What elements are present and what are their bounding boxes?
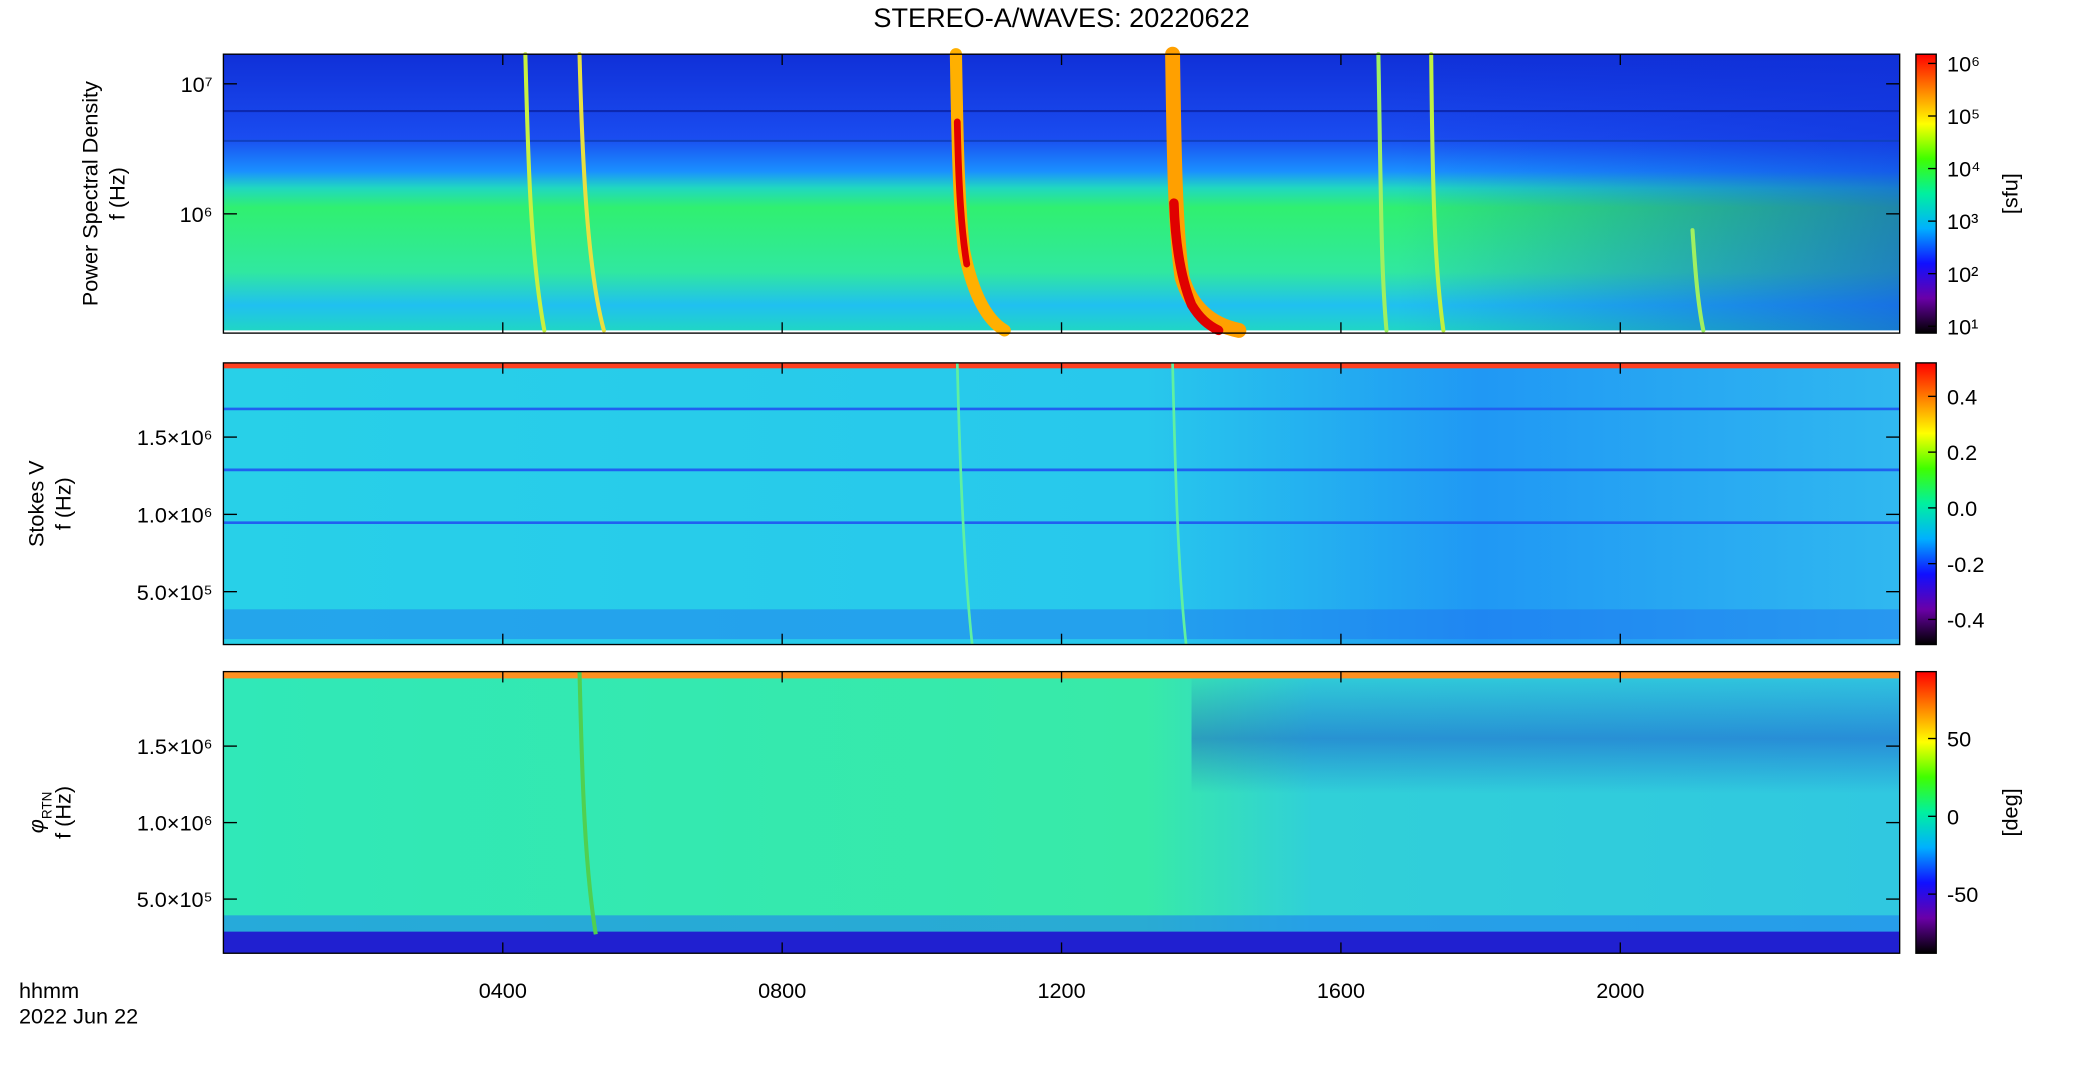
colorbar bbox=[1915, 362, 1937, 646]
x-tick-label: 1600 bbox=[1317, 978, 1365, 1003]
y-tick-label: 10⁶ bbox=[180, 202, 213, 227]
x-tick-label: 1200 bbox=[1037, 978, 1085, 1003]
x-tick-label: 0400 bbox=[479, 978, 527, 1003]
colorbar-tick-label: 0.2 bbox=[1947, 440, 1977, 465]
y-axis-label-subscript: RTN bbox=[39, 792, 54, 820]
colorbar-tick-label: 50 bbox=[1947, 727, 1971, 752]
y-axis-label-symbol: φ bbox=[23, 819, 48, 833]
y-axis-label: f (Hz) bbox=[50, 477, 75, 530]
y-tick-label: 1.0×10⁶ bbox=[137, 811, 213, 836]
y-tick-label: 1.5×10⁶ bbox=[137, 734, 213, 759]
x-tick-label: 2000 bbox=[1596, 978, 1644, 1003]
colorbar-tick-label: 0.0 bbox=[1947, 496, 1977, 521]
spectrogram-image bbox=[223, 46, 1900, 954]
colorbar-tick-label: 10¹ bbox=[1947, 314, 1978, 339]
y-tick-label: 5.0×10⁵ bbox=[137, 580, 213, 605]
chart-title: STEREO-A/WAVES: 20220622 bbox=[873, 2, 1249, 33]
colorbar-tick-label: 10² bbox=[1947, 262, 1978, 287]
y-tick-label: 5.0×10⁵ bbox=[137, 887, 213, 912]
y-tick-label: 1.5×10⁶ bbox=[137, 425, 213, 450]
y-tick-label: 1.0×10⁶ bbox=[137, 503, 213, 528]
colorbar bbox=[1915, 670, 1937, 954]
colorbar-tick-label: 10⁶ bbox=[1947, 52, 1980, 77]
y-axis-label: f (Hz) bbox=[105, 167, 130, 220]
colorbar bbox=[1915, 53, 1937, 334]
colorbar-tick-label: -0.2 bbox=[1947, 552, 1984, 577]
colorbar-tick-label: -50 bbox=[1947, 882, 1978, 907]
colorbar-tick-label: 0.4 bbox=[1947, 384, 1977, 409]
y-axis-label: φRTN bbox=[23, 792, 53, 834]
colorbar-label: [deg] bbox=[1997, 788, 2022, 836]
y-axis-label: f (Hz) bbox=[50, 786, 75, 839]
colorbar-tick-label: 0 bbox=[1947, 804, 1959, 829]
y-axis-label: Power Spectral Density bbox=[77, 81, 102, 306]
x-axis-label: hhmm bbox=[19, 978, 79, 1003]
x-axis-date: 2022 Jun 22 bbox=[19, 1004, 138, 1029]
colorbar-tick-label: 10⁴ bbox=[1947, 157, 1980, 182]
colorbar-label: [sfu] bbox=[1997, 173, 2022, 214]
colorbar-tick-label: -0.4 bbox=[1947, 608, 1984, 633]
y-axis-label: Stokes V bbox=[23, 460, 48, 547]
colorbar-tick-label: 10³ bbox=[1947, 209, 1978, 234]
y-tick-label: 10⁷ bbox=[181, 72, 213, 97]
colorbar-tick-label: 10⁵ bbox=[1947, 104, 1980, 129]
x-tick-label: 0800 bbox=[758, 978, 806, 1003]
